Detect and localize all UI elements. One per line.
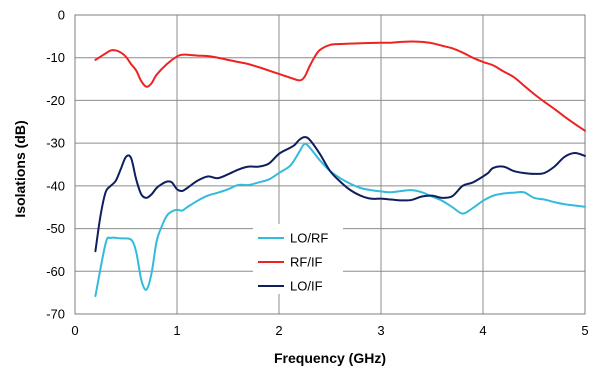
y-tick-label: -20 xyxy=(46,93,65,108)
y-tick-label: -60 xyxy=(46,264,65,279)
y-tick-label: -50 xyxy=(46,221,65,236)
y-tick-label: -70 xyxy=(46,307,65,322)
series-line-rf-if xyxy=(94,40,586,132)
y-tick-label: 0 xyxy=(58,8,65,23)
legend-label: RF/IF xyxy=(290,255,323,270)
x-tick-label: 2 xyxy=(275,323,282,338)
x-tick-label: 3 xyxy=(377,323,384,338)
x-tick-label: 1 xyxy=(173,323,180,338)
legend-label: LO/IF xyxy=(290,279,323,294)
series-line-lo-rf xyxy=(94,142,586,298)
x-tick-label: 5 xyxy=(581,323,588,338)
legend-label: LO/RF xyxy=(290,231,328,246)
y-tick-label: -40 xyxy=(46,178,65,193)
y-tick-label: -10 xyxy=(46,50,65,65)
y-axis-title: Isolations (dB) xyxy=(12,120,28,217)
plot-area-border xyxy=(74,14,586,315)
y-tick-label: -30 xyxy=(46,136,65,151)
x-tick-label: 4 xyxy=(479,323,486,338)
x-tick-label: 0 xyxy=(71,323,78,338)
series-line-lo-if xyxy=(94,136,586,253)
x-axis-title: Frequency (GHz) xyxy=(274,350,386,366)
legend: LO/RF RF/IF LO/IF xyxy=(258,231,328,294)
series-lines xyxy=(94,40,586,298)
y-tick-labels: 0 -10 -20 -30 -40 -50 -60 -70 xyxy=(46,8,65,322)
legend-background xyxy=(253,224,343,294)
x-tick-labels: 0 1 2 3 4 5 xyxy=(71,323,588,338)
